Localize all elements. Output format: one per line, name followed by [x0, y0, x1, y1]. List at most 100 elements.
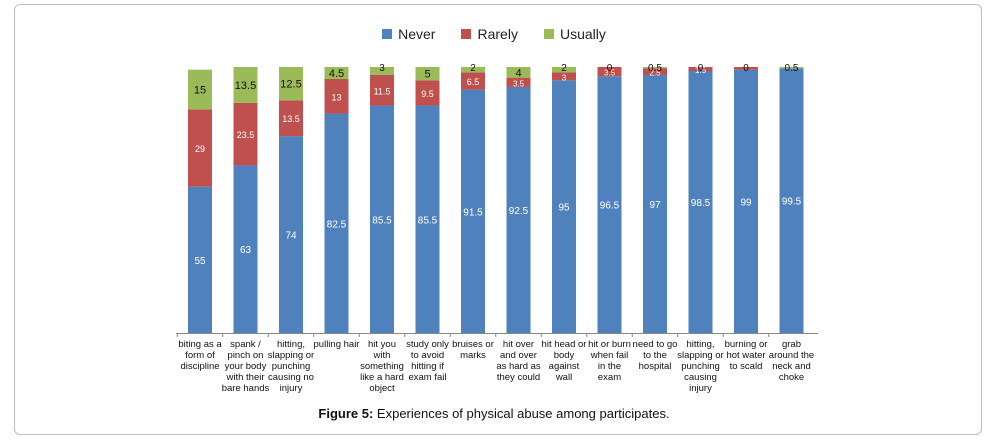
- data-label-rarely-11: 2.5: [649, 69, 661, 78]
- bar-never-2: [233, 165, 258, 333]
- data-label-usually-1: 15: [194, 85, 206, 97]
- data-label-usually-14: 0.5: [785, 63, 799, 74]
- bar-never-12: [688, 70, 713, 334]
- data-label-rarely-1: 29: [195, 144, 205, 154]
- data-label-rarely-3: 13.5: [282, 114, 300, 124]
- data-label-rarely-7: 6.5: [467, 77, 480, 87]
- legend-label-never: Never: [398, 26, 436, 42]
- data-label-usually-4: 4.5: [329, 68, 344, 80]
- data-label-rarely-5: 11.5: [374, 86, 391, 96]
- bar-rarely-7: [461, 72, 485, 90]
- chart-legend: Never Rarely Usually: [0, 26, 988, 42]
- data-label-rarely-4: 13: [331, 92, 341, 102]
- data-label-never-12: 98.5: [691, 198, 711, 209]
- bar-never-13: [734, 69, 758, 333]
- data-label-usually-6: 5: [424, 69, 430, 81]
- data-label-never-4: 82.5: [327, 219, 347, 230]
- bar-rarely-3: [279, 100, 303, 137]
- x-tick-label-9: hit head or body against wall: [542, 339, 587, 383]
- data-label-usually-12: 0: [698, 63, 704, 74]
- x-tick-label-2: spank / pinch on your body with their bare h…: [222, 339, 270, 394]
- data-label-never-5: 85.5: [372, 215, 392, 226]
- x-tick-label-8: hit over and over as hard as they could: [496, 339, 541, 383]
- data-label-usually-5: 3: [379, 63, 385, 74]
- data-label-never-13: 99: [740, 197, 752, 208]
- bar-usually-9: [552, 67, 576, 73]
- bar-rarely-2: [233, 102, 258, 166]
- bar-usually-5: [370, 67, 394, 75]
- data-label-rarely-10: 3.5: [604, 69, 616, 78]
- data-label-usually-11: 0.5: [648, 63, 662, 74]
- bar-usually-2: [233, 67, 258, 103]
- bar-never-9: [552, 80, 576, 333]
- bar-never-6: [415, 105, 440, 333]
- x-tick-label-10: hit or burn when fail in the exam: [588, 339, 631, 383]
- bar-never-10: [597, 76, 622, 333]
- x-tick-label-7: bruises or marks: [452, 339, 494, 361]
- bar-never-14: [779, 68, 804, 333]
- bar-usually-1: [188, 69, 212, 110]
- x-tick-label-12: hitting, slapping or punching causing injury: [677, 339, 723, 394]
- bar-usually-3: [279, 67, 303, 101]
- data-label-never-1: 55: [194, 256, 206, 267]
- bar-usually-14: [779, 67, 804, 69]
- bar-usually-4: [324, 67, 349, 79]
- bar-never-8: [506, 86, 531, 333]
- data-label-usually-2: 13.5: [235, 80, 256, 92]
- bar-rarely-4: [324, 78, 349, 114]
- bar-never-7: [461, 89, 485, 333]
- x-tick-label-6: study only to avoid hitting if exam fail: [406, 339, 449, 383]
- data-label-rarely-12: 1.5: [695, 66, 707, 75]
- data-label-never-9: 95: [558, 203, 570, 214]
- legend-swatch-rarely: [461, 29, 472, 39]
- bar-never-4: [324, 113, 349, 333]
- data-label-rarely-9: 3: [562, 73, 567, 82]
- data-label-rarely-6: 9.5: [421, 89, 434, 99]
- bar-usually-11: [643, 67, 667, 69]
- x-tick-label-1: biting as a form of discipline: [178, 339, 222, 372]
- bar-usually-6: [415, 67, 440, 81]
- legend-item-rarely: Rarely: [461, 26, 518, 42]
- data-label-never-8: 92.5: [509, 206, 529, 217]
- data-label-usually-8: 4: [515, 67, 521, 79]
- x-tick-label-14: grab around the neck and choke: [769, 339, 814, 383]
- legend-item-usually: Usually: [543, 26, 606, 42]
- x-tick-label-13: burning or hot water to scald: [725, 339, 768, 372]
- x-tick-label-11: need to go to the hospital: [633, 339, 678, 372]
- data-label-rarely-8: 3.5: [513, 79, 525, 88]
- legend-label-usually: Usually: [559, 26, 606, 42]
- bar-never-3: [279, 136, 303, 333]
- figure-label: Figure 5:: [318, 406, 374, 421]
- bar-rarely-5: [370, 74, 394, 106]
- legend-swatch-never: [382, 29, 393, 39]
- data-label-never-7: 91.5: [463, 207, 483, 218]
- data-label-never-3: 74: [285, 231, 297, 242]
- data-label-usually-3: 12.5: [280, 79, 301, 91]
- bar-rarely-9: [552, 72, 576, 81]
- x-tick-label-3: hitting, slapping or punching causing no inj…: [268, 339, 314, 394]
- bar-rarely-10: [597, 67, 622, 77]
- data-label-usually-13: 0: [743, 63, 749, 74]
- bar-never-1: [188, 186, 212, 333]
- data-label-never-2: 63: [240, 245, 252, 256]
- x-tick-label-4: pulling hair: [314, 339, 360, 350]
- data-label-usually-9: 2: [561, 63, 567, 74]
- data-label-usually-7: 2: [470, 63, 476, 74]
- bar-usually-7: [461, 67, 485, 73]
- bar-rarely-6: [415, 80, 440, 106]
- legend-item-never: Never: [382, 26, 435, 42]
- bar-rarely-8: [506, 77, 531, 87]
- data-label-rarely-2: 23.5: [237, 130, 255, 140]
- bar-rarely-11: [643, 68, 667, 75]
- bar-rarely-13: [734, 67, 758, 70]
- legend-swatch-usually: [543, 29, 554, 39]
- bar-never-11: [643, 74, 667, 333]
- data-label-never-10: 96.5: [600, 201, 620, 212]
- data-label-never-11: 97: [649, 200, 661, 211]
- bar-rarely-12: [688, 67, 713, 71]
- bar-rarely-1: [188, 109, 212, 187]
- x-tick-label-5: hit you with something like a hard object: [360, 339, 404, 394]
- data-label-usually-10: 0: [607, 63, 613, 74]
- bar-usually-8: [506, 67, 531, 78]
